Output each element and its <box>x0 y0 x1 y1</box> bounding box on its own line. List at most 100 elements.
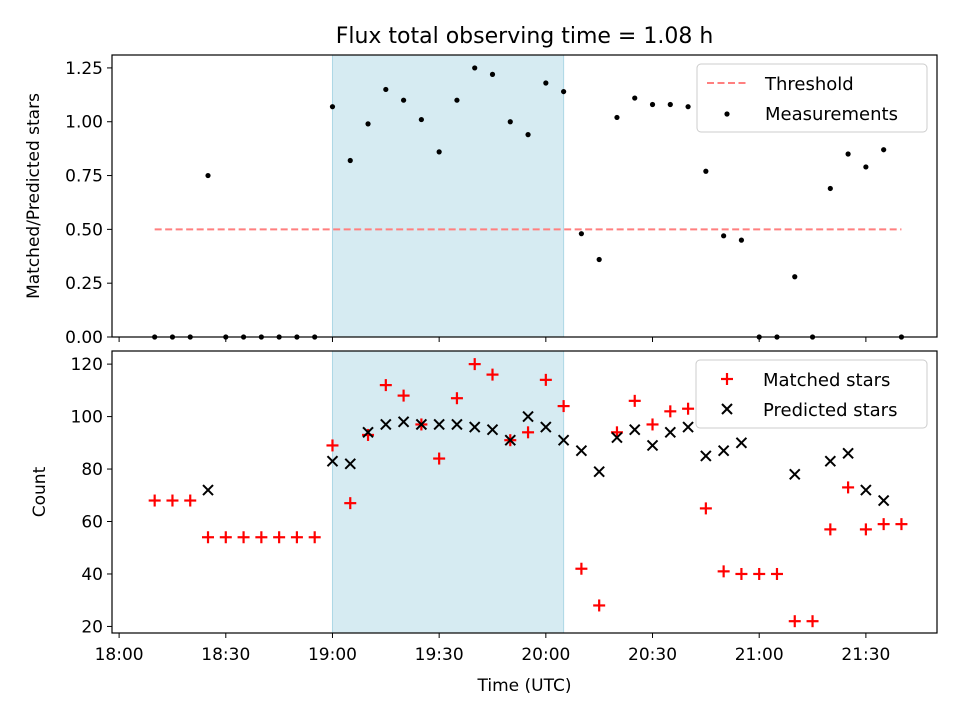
measurement-point <box>792 274 798 280</box>
matched-stars-point <box>344 497 357 510</box>
measurement-point <box>703 168 709 174</box>
predicted-stars-point <box>202 484 214 496</box>
measurement-point <box>649 101 656 108</box>
predicted-stars-point <box>629 423 641 436</box>
measurement-point <box>738 237 745 243</box>
predicted-stars-point <box>700 450 712 462</box>
predicted-stars-point <box>557 434 570 446</box>
matched-stars-point <box>522 426 535 439</box>
predicted-stars-point <box>789 468 801 481</box>
measurement-point <box>418 116 424 123</box>
predicted-stars-point <box>504 434 516 446</box>
matched-stars-point <box>273 531 286 544</box>
predicted-stars-point <box>486 423 499 436</box>
measurement-point <box>667 101 673 108</box>
matched-stars-point <box>646 418 659 431</box>
measurement-point <box>525 132 531 138</box>
predicted-stars-point <box>735 437 748 449</box>
matched-stars-point <box>593 599 606 612</box>
measurement-point <box>845 151 851 157</box>
predicted-stars-point <box>646 439 659 452</box>
top-y-tick-label: 0.75 <box>65 167 103 187</box>
measurement-point <box>472 65 478 71</box>
top-shaded-span <box>332 55 564 337</box>
measurement-point <box>596 256 602 263</box>
bottom-legend-box <box>695 359 928 429</box>
bottom-y-axis-label: Count <box>30 466 50 517</box>
matched-stars-point <box>575 562 588 575</box>
matched-stars-point <box>664 405 677 418</box>
top-y-tick-label: 0.50 <box>65 220 103 240</box>
matched-stars-point <box>290 531 303 544</box>
bottom-shaded-span <box>332 351 564 633</box>
measurement-point <box>721 233 727 239</box>
predicted-stars-point <box>593 465 605 478</box>
measurement-point <box>614 114 620 121</box>
predicted-stars-point <box>433 418 445 431</box>
x-axis-label: Time (UTC) <box>477 676 572 696</box>
predicted-stars-point <box>362 426 374 439</box>
measurements-legend-marker <box>724 111 730 117</box>
matched-stars-point <box>166 494 179 507</box>
predicted-stars-point <box>611 431 623 444</box>
predicted-stars-point <box>344 458 356 470</box>
matched-stars-point <box>433 452 446 465</box>
x-tick-label: 18:00 <box>95 645 144 665</box>
predicted-stars-point <box>664 426 677 439</box>
matched-stars-point <box>682 402 695 415</box>
x-tick-label: 19:30 <box>415 645 464 665</box>
matched-stars-point <box>255 531 268 544</box>
top-y-tick-label: 0.00 <box>65 328 103 348</box>
matched-stars-point <box>842 481 855 494</box>
predicted-stars-point <box>540 421 552 433</box>
predicted-stars-point <box>842 447 854 460</box>
matched-stars-point <box>735 567 748 580</box>
x-tick-label: 18:30 <box>201 645 250 665</box>
predicted-stars-legend-label: Predicted stars <box>763 400 897 421</box>
measurement-point <box>561 88 567 95</box>
predicted-stars-point <box>860 484 872 496</box>
matched-stars-point <box>450 392 463 405</box>
predicted-stars-point <box>575 444 588 457</box>
matched-stars-point <box>148 494 161 507</box>
matched-stars-point <box>326 439 339 452</box>
top-axes-frame <box>111 54 938 338</box>
top-y-tick-label: 1.25 <box>65 59 103 79</box>
measurement-point <box>365 121 371 127</box>
measurement-point <box>881 147 887 153</box>
x-tick-label: 21:30 <box>841 645 890 665</box>
bottom-panel: 20 40 60 80 100 120 18:00 18:30 19:00 19:30 20:00… <box>30 350 938 696</box>
bottom-y-tick-label: 60 <box>81 513 103 533</box>
predicted-stars-point <box>326 455 339 467</box>
measurement-point <box>436 149 442 155</box>
top-y-tick-label: 1.00 <box>65 113 103 133</box>
bottom-legend: Matched stars Predicted stars <box>695 359 928 429</box>
measurement-point <box>685 104 691 110</box>
matched-stars-point <box>824 523 837 536</box>
matched-stars-point <box>788 615 801 628</box>
bottom-y-tick-label: 20 <box>81 617 103 637</box>
threshold-legend-label: Threshold <box>764 74 854 95</box>
matched-stars-point <box>557 400 570 413</box>
x-tick-label: 20:30 <box>628 645 677 665</box>
predicted-stars-point <box>717 444 730 457</box>
top-legend-box <box>696 63 928 133</box>
predicted-stars-legend-marker <box>721 403 733 415</box>
top-legend: Threshold Measurements <box>696 63 928 133</box>
matched-stars-point <box>753 567 766 580</box>
x-tick-label: 21:00 <box>735 645 784 665</box>
measurement-point <box>543 80 549 86</box>
predicted-stars-point <box>451 418 463 431</box>
matched-stars-point <box>628 394 641 407</box>
measurement-point <box>454 97 460 103</box>
matched-stars-point <box>486 368 499 381</box>
predicted-stars-point <box>522 410 534 423</box>
predicted-stars-point <box>415 418 428 431</box>
matched-stars-legend-label: Matched stars <box>763 370 890 391</box>
measurement-point <box>827 185 833 192</box>
measurement-point <box>632 95 638 101</box>
matched-stars-point <box>468 358 481 371</box>
bottom-y-tick-label: 120 <box>71 355 103 375</box>
bottom-y-tick-label: 40 <box>81 565 103 585</box>
